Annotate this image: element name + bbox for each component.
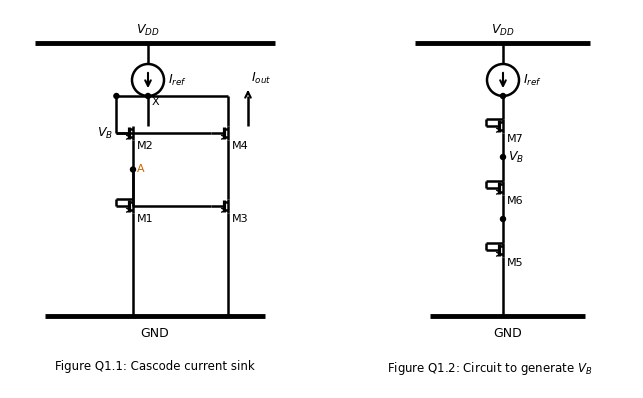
Text: M4: M4 [232, 141, 249, 151]
Circle shape [114, 94, 119, 98]
Text: $I_{ref}$: $I_{ref}$ [168, 72, 187, 88]
Text: Figure Q1.1: Cascode current sink: Figure Q1.1: Cascode current sink [55, 360, 255, 373]
Text: M6: M6 [507, 196, 523, 207]
Text: X: X [152, 97, 159, 107]
Text: M2: M2 [137, 141, 154, 151]
Text: $I_{ref}$: $I_{ref}$ [523, 72, 542, 88]
Text: $V_{DD}$: $V_{DD}$ [136, 23, 160, 38]
Text: GND: GND [493, 327, 522, 340]
Circle shape [500, 94, 505, 98]
Circle shape [131, 167, 136, 172]
Text: M7: M7 [507, 135, 524, 144]
Text: Figure Q1.2: Circuit to generate $V_B$: Figure Q1.2: Circuit to generate $V_B$ [387, 360, 593, 377]
Text: $V_{DD}$: $V_{DD}$ [491, 23, 515, 38]
Text: A: A [137, 164, 145, 174]
Text: $V_B$: $V_B$ [508, 150, 524, 164]
Text: $V_B$: $V_B$ [97, 125, 113, 140]
Text: M3: M3 [232, 215, 249, 224]
Circle shape [145, 94, 150, 98]
Text: M1: M1 [137, 215, 154, 224]
Text: GND: GND [141, 327, 169, 340]
Text: $I_{out}$: $I_{out}$ [251, 71, 271, 86]
Circle shape [500, 217, 505, 222]
Text: M5: M5 [507, 258, 523, 268]
Circle shape [500, 154, 505, 160]
